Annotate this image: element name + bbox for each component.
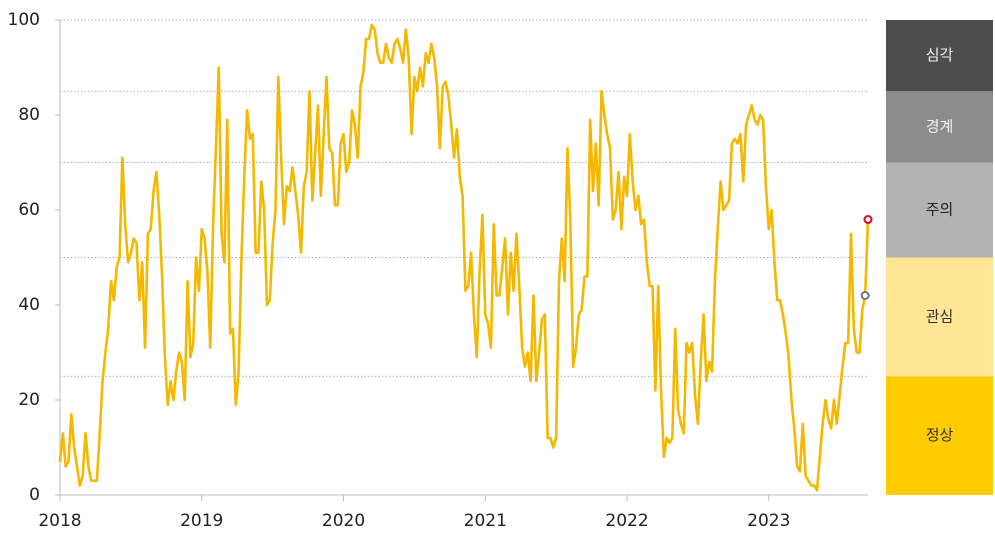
band-label: 관심 <box>926 307 954 325</box>
band-label: 정상 <box>926 426 954 444</box>
x-tick-label: 2023 <box>747 511 790 531</box>
end-marker <box>863 215 873 224</box>
y-tick-label: 40 <box>18 295 40 315</box>
band-box <box>886 91 993 163</box>
band-box <box>886 20 993 92</box>
band-label: 심각 <box>926 46 954 64</box>
x-tick-label: 2018 <box>38 511 81 531</box>
y-tick-label: 60 <box>18 200 40 220</box>
x-tick-label: 2021 <box>464 511 507 531</box>
band-box <box>886 162 993 258</box>
band-box <box>886 376 993 495</box>
y-tick-label: 20 <box>18 390 40 410</box>
series-line <box>58 23 870 492</box>
x-tick-label: 2022 <box>605 511 648 531</box>
y-tick-label: 100 <box>8 10 40 30</box>
band-box <box>886 257 993 377</box>
y-tick-label: 0 <box>29 485 40 505</box>
end-marker <box>860 291 870 300</box>
band-label: 주의 <box>926 201 954 219</box>
x-tick-label: 2019 <box>180 511 223 531</box>
band-label: 경계 <box>926 117 954 135</box>
x-tick-label: 2020 <box>322 511 365 531</box>
y-tick-label: 80 <box>18 105 40 125</box>
